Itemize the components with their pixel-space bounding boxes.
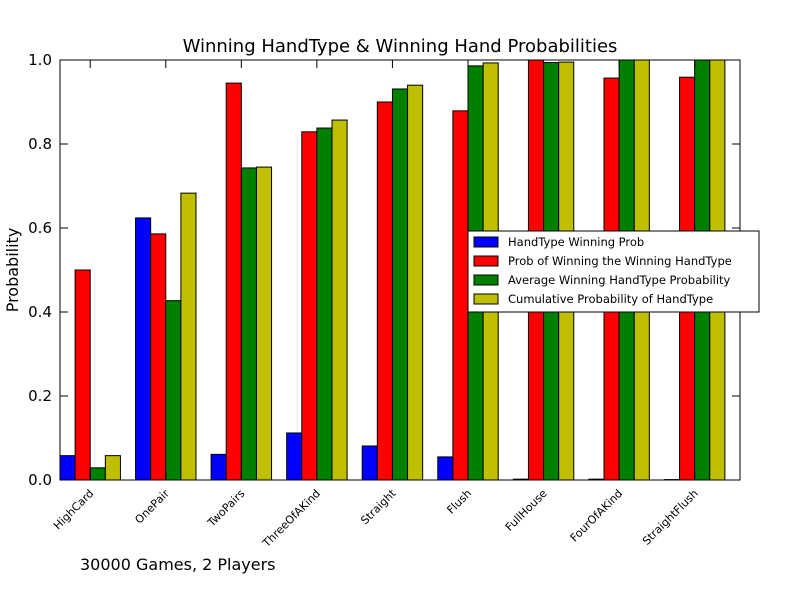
bar-1-onepair [136, 218, 151, 480]
y-tick-label: 0.4 [28, 303, 52, 321]
bar-3-straight [392, 89, 407, 480]
legend-swatch-2 [474, 256, 498, 266]
legend-swatch-1 [474, 237, 498, 247]
bar-2-highcard [75, 270, 90, 480]
bar-1-straight [362, 446, 377, 480]
bar-3-highcard [90, 468, 105, 480]
bar-4-onepair [181, 193, 196, 480]
bar-2-threeofakind [302, 132, 317, 480]
legend: HandType Winning Prob Prob of Winning the… [468, 231, 759, 312]
x-tick-label-onepair: OnePair [132, 487, 172, 527]
chart-title: Winning HandType & Winning Hand Probabil… [183, 36, 618, 57]
bar-4-highcard [105, 456, 120, 480]
y-tick-label: 0.8 [28, 135, 52, 153]
y-tick-label: 0.6 [28, 219, 52, 237]
legend-label-4: Cumulative Probability of HandType [508, 292, 713, 306]
bar-1-flush [438, 457, 453, 480]
bar-2-flush [453, 111, 468, 480]
bar-2-straight [377, 102, 392, 480]
x-tick-label-highcard: HighCard [51, 487, 96, 532]
legend-label-1: HandType Winning Prob [508, 235, 644, 249]
y-axis-label: Probability [3, 228, 22, 313]
x-tick-label-fourofakind: FourOfAKind [568, 487, 626, 545]
x-tick-label-twopairs: TwoPairs [204, 487, 247, 530]
x-tick-label-threeofakind: ThreeOfAKind [260, 487, 323, 550]
bar-1-twopairs [211, 454, 226, 480]
x-tick-label-flush: Flush [444, 487, 474, 517]
x-tick-label-straightflush: StraightFlush [640, 487, 701, 548]
bar-4-twopairs [256, 167, 271, 480]
bar-4-threeofakind [332, 120, 347, 480]
bar-3-twopairs [241, 168, 256, 480]
y-tick-label: 1.0 [28, 51, 52, 69]
legend-label-2: Prob of Winning the Winning HandType [508, 254, 732, 268]
bar-3-onepair [166, 301, 181, 480]
x-tick-label-fullhouse: FullHouse [503, 487, 550, 534]
bar-3-threeofakind [317, 128, 332, 480]
bar-1-highcard [60, 456, 75, 480]
bar-2-onepair [151, 234, 166, 480]
bar-1-threeofakind [287, 433, 302, 480]
bar-4-straight [408, 85, 423, 480]
legend-swatch-4 [474, 294, 498, 304]
legend-swatch-3 [474, 275, 498, 285]
y-tick-label: 0.2 [28, 387, 52, 405]
x-tick-label-straight: Straight [358, 486, 399, 527]
legend-label-3: Average Winning HandType Probability [508, 273, 731, 287]
y-tick-label: 0.0 [28, 471, 52, 489]
games-annotation: 30000 Games, 2 Players [80, 555, 276, 574]
bar-2-twopairs [226, 83, 241, 480]
